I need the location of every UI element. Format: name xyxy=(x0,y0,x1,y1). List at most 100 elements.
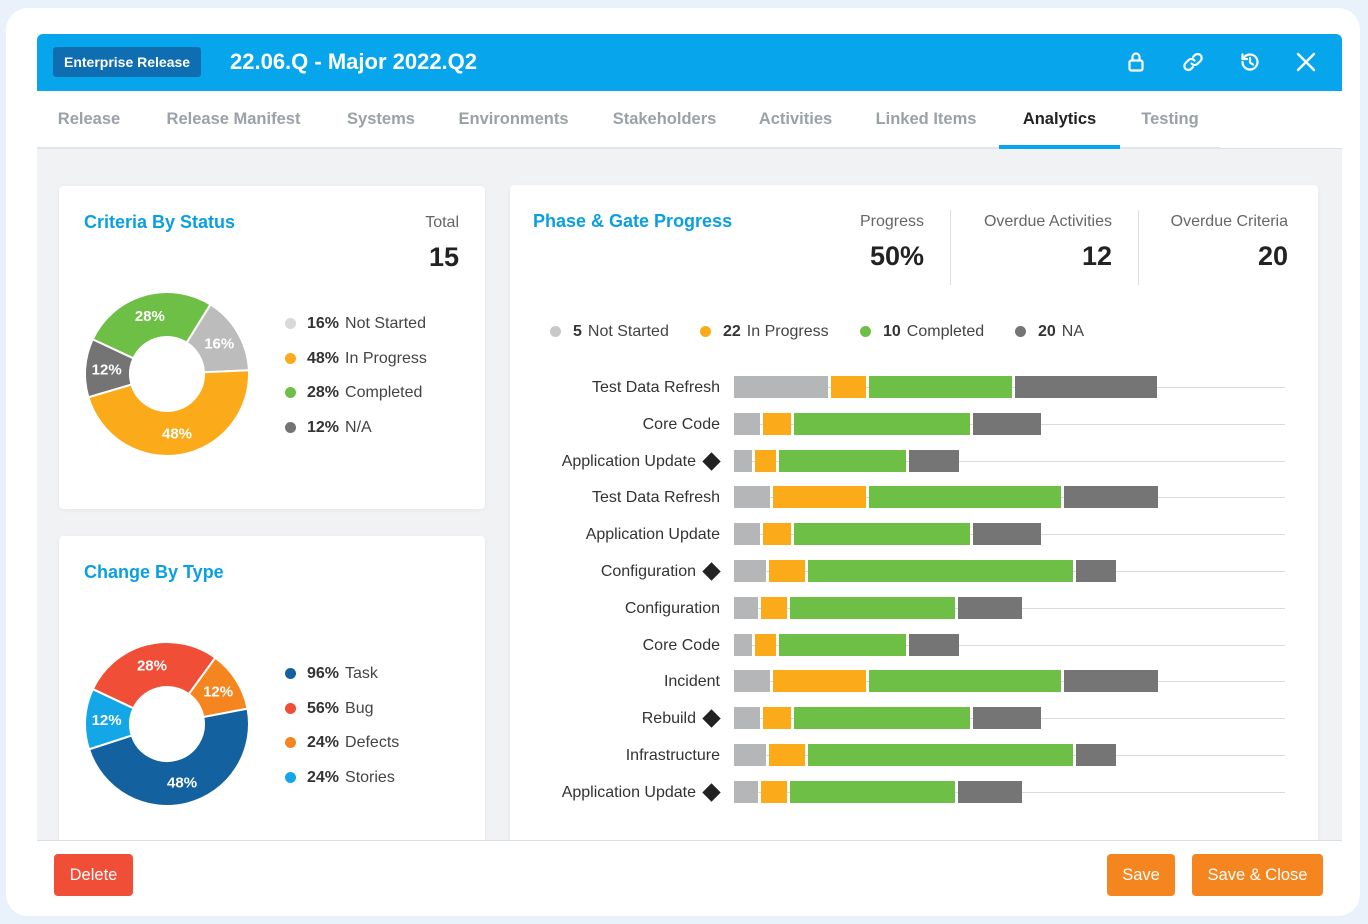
phase-row: Core Code xyxy=(510,633,1310,658)
phase-row: Application Update xyxy=(510,523,1310,547)
donut-slice-label: 12% xyxy=(203,684,233,701)
phase-row: Test Data Refresh xyxy=(510,376,1310,400)
legend-percent: 56% xyxy=(307,699,340,717)
phase-bar-segment xyxy=(790,596,955,619)
phase-bar-segment xyxy=(769,560,805,582)
legend-label: Stories xyxy=(345,768,395,786)
legend-percent: 24% xyxy=(307,768,340,786)
donut-slice-label: 12% xyxy=(92,712,122,729)
title-bar: Enterprise Release 22.06.Q - Major 2022.… xyxy=(37,34,1342,91)
tab-stakeholders[interactable]: Stakeholders xyxy=(591,91,738,149)
delete-button[interactable]: Delete xyxy=(54,854,133,896)
phase-bar-segment xyxy=(734,523,760,546)
legend-dot-icon xyxy=(550,326,561,337)
donut-slice xyxy=(87,707,250,807)
phase-bar-segment xyxy=(734,780,758,803)
donut-slice-label: 28% xyxy=(135,308,165,325)
phase-legend-item: 22 In Progress xyxy=(700,322,829,342)
phase-bar-segment xyxy=(1015,376,1157,398)
phase-bar-segment xyxy=(909,449,959,472)
tab-testing[interactable]: Testing xyxy=(1120,91,1220,149)
legend-dot-icon xyxy=(285,668,296,679)
link-icon[interactable] xyxy=(1179,48,1207,76)
phase-bar-segment xyxy=(734,744,766,766)
legend-label: NA xyxy=(1061,323,1085,340)
release-dialog: Enterprise Release 22.06.Q - Major 2022.… xyxy=(37,34,1342,916)
phase-bar-segment xyxy=(869,486,1061,509)
legend-dot-icon xyxy=(285,387,296,398)
phase-bar-segment xyxy=(734,596,758,619)
gate-diamond-icon xyxy=(702,562,721,581)
criteria-legend-item: 48% In Progress xyxy=(285,349,427,369)
phase-bar-segment xyxy=(734,633,752,656)
phase-bar-segment xyxy=(779,633,906,656)
history-icon[interactable] xyxy=(1236,48,1264,76)
phase-bar-segment xyxy=(808,744,1073,766)
tab-linked-items[interactable]: Linked Items xyxy=(853,91,999,149)
phase-row-label: Incident xyxy=(663,673,720,691)
change-card-title: Change By Type xyxy=(84,562,224,582)
tab-environments[interactable]: Environments xyxy=(436,91,591,149)
phase-bar-segment xyxy=(763,707,791,730)
phase-bar-segment xyxy=(773,670,866,693)
legend-percent: 28% xyxy=(307,384,340,401)
tab-analytics[interactable]: Analytics xyxy=(999,91,1120,149)
criteria-donut-chart: 16% 48% 12% 28% xyxy=(84,291,250,457)
change-legend-item: 24% Defects xyxy=(285,733,399,753)
phase-bar-segment xyxy=(973,412,1041,435)
phase-bar-segment xyxy=(958,596,1022,619)
phase-bar-segment xyxy=(973,707,1041,730)
phase-bar-segment xyxy=(734,670,770,693)
phase-bar-segment xyxy=(763,412,791,435)
tab-systems[interactable]: Systems xyxy=(326,91,436,149)
tab-activities[interactable]: Activities xyxy=(738,91,853,149)
tab-release[interactable]: Release xyxy=(37,91,141,149)
legend-dot-icon xyxy=(285,352,296,364)
phase-bar-segment xyxy=(790,780,955,803)
close-icon[interactable] xyxy=(1292,48,1320,76)
phase-bar-segment xyxy=(831,376,866,398)
legend-dot-icon xyxy=(700,326,711,337)
overdue-activities-label: Overdue Activities xyxy=(983,213,1112,230)
save-button[interactable]: Save xyxy=(1107,854,1175,896)
criteria-legend-item: 28% Completed xyxy=(285,383,422,403)
phase-row-label: Infrastructure xyxy=(625,747,720,764)
phase-row-label: Application Update xyxy=(561,452,696,470)
change-legend-item: 96% Task xyxy=(285,664,378,684)
phase-bar-segment xyxy=(761,780,787,803)
save-and-close-button[interactable]: Save & Close xyxy=(1192,854,1323,896)
phase-bar-segment xyxy=(734,412,760,435)
dialog-footer: Delete Save Save & Close xyxy=(37,840,1342,916)
phase-row-label: Configuration xyxy=(624,599,720,617)
tab-release-manifest[interactable]: Release Manifest xyxy=(141,91,326,149)
stat-divider xyxy=(950,210,951,285)
phase-row-track xyxy=(734,460,1285,462)
legend-label: Completed xyxy=(906,323,985,340)
phase-gate-progress-card: Phase & Gate Progress Progress 50% Overd… xyxy=(510,185,1318,856)
phase-row-track xyxy=(734,644,1285,646)
lock-icon[interactable] xyxy=(1122,48,1150,76)
phase-row: Application Update xyxy=(510,449,1310,474)
release-title: 22.06.Q - Major 2022.Q2 xyxy=(230,49,478,74)
total-value: 15 xyxy=(428,242,459,272)
legend-dot-icon xyxy=(1015,326,1026,337)
phase-bar-segment xyxy=(869,670,1061,693)
legend-percent: 96% xyxy=(307,665,340,682)
legend-percent: 16% xyxy=(307,315,340,332)
phase-bar-segment xyxy=(1064,670,1158,693)
phase-row-label: Test Data Refresh xyxy=(591,489,720,507)
phase-row: Core Code xyxy=(510,412,1310,437)
window-frame: Enterprise Release 22.06.Q - Major 2022.… xyxy=(6,8,1360,916)
legend-count: 10 xyxy=(883,323,901,340)
legend-label: N/A xyxy=(345,418,372,436)
phase-row: Test Data Refresh xyxy=(510,486,1310,510)
total-label: Total xyxy=(425,214,459,231)
phase-card-title: Phase & Gate Progress xyxy=(533,211,733,231)
phase-row: Rebuild xyxy=(510,707,1310,731)
phase-row: Incident xyxy=(510,670,1310,694)
phase-bar-segment xyxy=(1076,744,1116,766)
phase-legend-item: 5 Not Started xyxy=(550,322,669,342)
legend-label: Not Started xyxy=(587,323,669,340)
legend-label: Not Started xyxy=(345,315,426,332)
overdue-activities-value: 12 xyxy=(1081,241,1112,271)
